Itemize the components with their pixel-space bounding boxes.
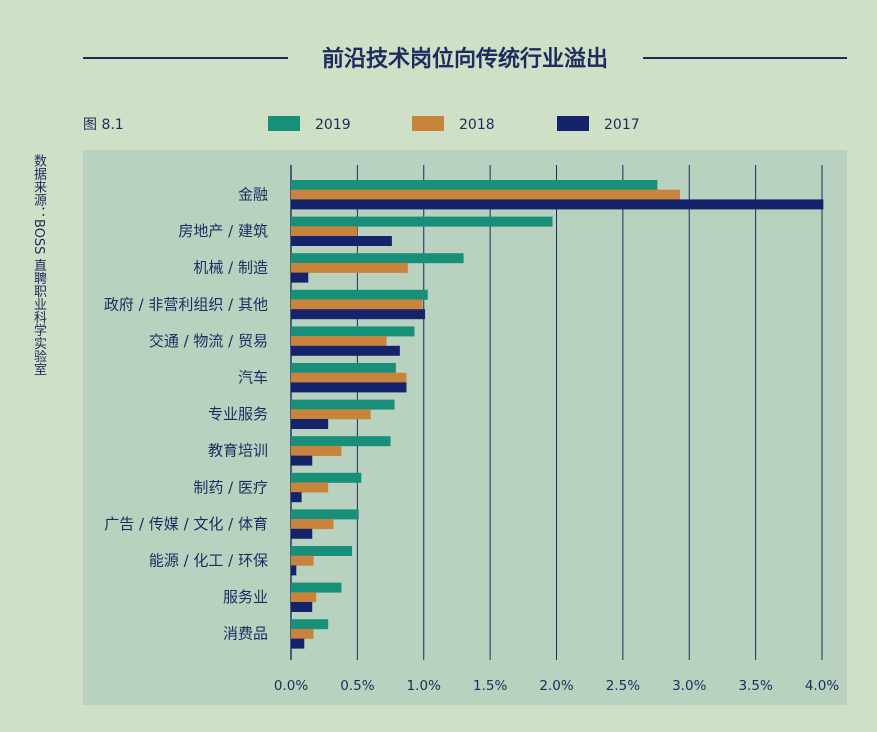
category-label: 政府 / 非营利组织 / 其他 [104, 295, 268, 313]
x-tick-label: 3.0% [672, 678, 706, 694]
category-label: 服务业 [223, 588, 268, 606]
bar-2019-12 [291, 619, 329, 630]
category-label: 教育培训 [208, 442, 268, 460]
bar-2017-4 [291, 345, 400, 356]
bar-2018-8 [291, 482, 329, 493]
chart-title: 前沿技术岗位向传统行业溢出 [322, 46, 608, 72]
bars [291, 180, 824, 649]
x-tick-label: 2.5% [606, 678, 640, 694]
category-label: 汽车 [238, 369, 268, 387]
bar-2018-6 [291, 409, 371, 420]
bar-2018-5 [291, 372, 407, 383]
category-label: 金融 [238, 186, 268, 204]
bar-2017-9 [291, 528, 313, 539]
bar-2018-2 [291, 262, 408, 273]
bar-2018-12 [291, 628, 314, 639]
category-label: 广告 / 传媒 / 文化 / 体育 [104, 515, 268, 533]
data-source-note: 数据来源：BOSS 直聘职业科学实验室 [31, 154, 46, 376]
bar-2019-8 [291, 472, 362, 483]
bar-2018-9 [291, 519, 334, 530]
plot-area [83, 150, 847, 705]
x-tick-labels: 0.0% 0.5% 1.0% 1.5% 2.0% 2.5% 3.0% 3.5% 4.0% [274, 678, 839, 694]
category-label: 机械 / 制造 [193, 259, 268, 277]
category-label: 专业服务 [208, 405, 268, 423]
x-tick-label: 4.0% [805, 678, 839, 694]
category-label: 能源 / 化工 / 环保 [149, 552, 268, 570]
bar-2019-2 [291, 253, 464, 264]
bar-2019-3 [291, 289, 428, 300]
bar-2017-3 [291, 309, 426, 320]
bar-2019-11 [291, 582, 342, 593]
x-tick-label: 0.5% [340, 678, 374, 694]
bar-2019-1 [291, 216, 553, 227]
x-tick-label: 1.5% [473, 678, 507, 694]
bar-2018-11 [291, 592, 317, 603]
bar-2017-0 [291, 199, 824, 210]
x-tick-label: 1.0% [407, 678, 441, 694]
category-label: 交通 / 物流 / 贸易 [149, 332, 268, 350]
bar-2018-10 [291, 555, 314, 566]
bar-2017-1 [291, 236, 392, 246]
bar-2017-5 [291, 382, 407, 393]
bar-2019-9 [291, 509, 359, 520]
legend-label-2017: 2017 [604, 117, 640, 133]
legend-swatch-2017 [557, 116, 589, 131]
bar-2019-6 [291, 399, 395, 410]
bar-2018-0 [291, 189, 680, 200]
bar-2019-0 [291, 180, 658, 190]
legend-swatch-2019 [268, 116, 300, 131]
bar-2017-2 [291, 272, 309, 283]
bar-2017-6 [291, 419, 329, 429]
category-label: 房地产 / 建筑 [178, 222, 268, 240]
bar-2018-7 [291, 445, 342, 456]
category-label: 制药 / 医疗 [193, 478, 268, 496]
bar-2017-12 [291, 638, 305, 649]
legend-label-2019: 2019 [315, 117, 351, 133]
bar-2017-8 [291, 492, 302, 503]
bar-2018-4 [291, 336, 387, 347]
bar-2019-5 [291, 363, 396, 373]
bar-2017-10 [291, 565, 297, 576]
figure-label: 图 8.1 [83, 117, 124, 133]
x-tick-label: 3.5% [738, 678, 772, 694]
bar-2019-10 [291, 546, 353, 556]
x-tick-label: 2.0% [539, 678, 573, 694]
legend: 2019 2018 2017 [268, 116, 640, 133]
bar-2019-4 [291, 326, 415, 337]
legend-label-2018: 2018 [459, 117, 495, 133]
bar-2019-7 [291, 436, 391, 447]
bar-2017-7 [291, 455, 313, 466]
x-tick-label: 0.0% [274, 678, 308, 694]
bar-2018-3 [291, 299, 423, 310]
bar-2017-11 [291, 602, 313, 612]
bar-2018-1 [291, 226, 358, 237]
category-label: 消费品 [223, 625, 268, 643]
legend-swatch-2018 [412, 116, 444, 131]
